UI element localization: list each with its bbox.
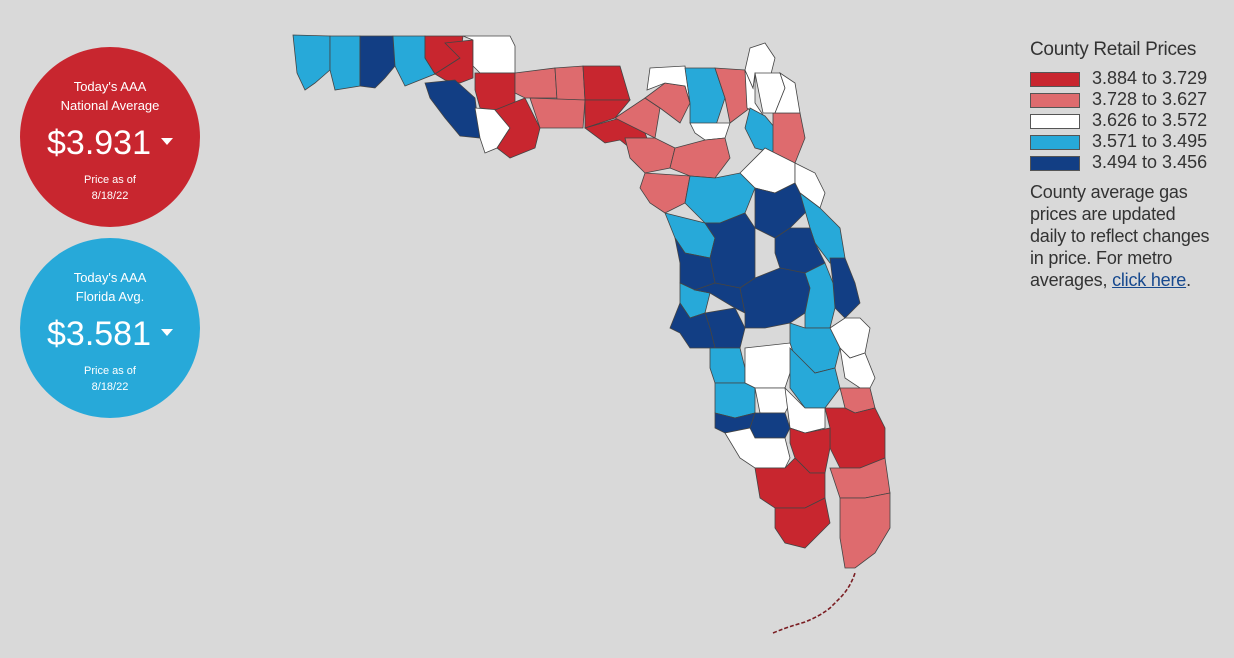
national-title-line2: National Average [60, 98, 160, 113]
caret-down-icon[interactable] [161, 137, 173, 145]
florida-price-date: Price as of 8/18/22 [20, 363, 200, 395]
price-legend: County Retail Prices 3.884 to 3.729 3.728… [1030, 38, 1230, 291]
county-region [804, 262, 836, 329]
legend-color-swatch [1030, 93, 1080, 108]
county-region [624, 137, 676, 174]
legend-range-item: 3.571 to 3.495 [1030, 131, 1230, 152]
florida-keys-coast [772, 572, 856, 634]
county-region [669, 137, 731, 179]
keys-coastline [772, 572, 856, 634]
county-region [714, 382, 756, 419]
legend-range-label: 3.571 to 3.495 [1092, 131, 1208, 151]
county-region [789, 347, 841, 409]
county-region [709, 347, 746, 384]
county-region [689, 122, 731, 141]
legend-desc-line: County average gas [1030, 182, 1188, 202]
county-region [529, 97, 586, 129]
legend-range-item: 3.494 to 3.456 [1030, 152, 1230, 173]
florida-county-map [292, 34, 891, 634]
national-asof-date: 8/18/22 [91, 190, 129, 202]
legend-desc-line: prices are updated [1030, 204, 1176, 224]
legend-ranges: 3.884 to 3.729 3.728 to 3.627 3.626 to 3.5… [1030, 68, 1230, 173]
florida-asof-label: Price as of [84, 365, 136, 377]
legend-range-label: 3.626 to 3.572 [1092, 110, 1208, 130]
county-region [639, 172, 691, 214]
legend-desc-line: daily to reflect changes [1030, 226, 1210, 246]
county-region [646, 65, 691, 104]
florida-asof-date: 8/18/22 [91, 381, 129, 393]
florida-title-line1: Today's AAA [73, 270, 147, 285]
county-region [744, 342, 796, 389]
legend-desc-line: averages, [1030, 270, 1108, 290]
florida-average-title: Today's AAA Florida Avg. [20, 268, 200, 306]
national-average-badge: Today's AAA National Average $3.931 Pric… [20, 47, 200, 227]
national-average-price: $3.931 [20, 123, 200, 163]
legend-desc-last-line: averages, click here. [1030, 269, 1230, 291]
legend-description: County average gas prices are updated da… [1030, 181, 1230, 291]
county-region [839, 346, 876, 389]
legend-desc-line: in price. For metro [1030, 248, 1173, 268]
county-region [744, 107, 776, 154]
county-region [714, 67, 751, 124]
legend-color-swatch [1030, 72, 1080, 87]
florida-average-price: $3.581 [20, 314, 200, 354]
county-region [824, 407, 886, 469]
florida-average-badge: Today's AAA Florida Avg. $3.581 Price as… [20, 238, 200, 418]
county-region [359, 35, 396, 89]
legend-color-swatch [1030, 135, 1080, 150]
national-asof-label: Price as of [84, 174, 136, 186]
legend-range-item: 3.728 to 3.627 [1030, 89, 1230, 110]
national-price-value: $3.931 [47, 124, 151, 162]
legend-range-item: 3.626 to 3.572 [1030, 110, 1230, 131]
national-average-title: Today's AAA National Average [20, 77, 200, 115]
county-region [774, 72, 801, 114]
county-region [424, 79, 481, 139]
legend-desc-period: . [1186, 270, 1191, 290]
legend-title: County Retail Prices [1030, 39, 1197, 60]
county-region [292, 34, 331, 91]
legend-range-label: 3.494 to 3.456 [1092, 152, 1208, 172]
county-region [754, 387, 791, 414]
county-region [554, 65, 586, 101]
county-region [494, 97, 541, 159]
legend-range-item: 3.884 to 3.729 [1030, 68, 1230, 89]
county-regions [292, 34, 891, 569]
national-title-line1: Today's AAA [73, 79, 147, 94]
florida-price-value: $3.581 [47, 315, 151, 353]
legend-color-swatch [1030, 156, 1080, 171]
county-region [582, 65, 631, 101]
national-price-date: Price as of 8/18/22 [20, 172, 200, 204]
legend-color-swatch [1030, 114, 1080, 129]
legend-range-label: 3.884 to 3.729 [1092, 68, 1208, 88]
county-region [514, 67, 558, 99]
caret-down-icon[interactable] [161, 328, 173, 336]
county-region [724, 427, 791, 469]
legend-range-label: 3.728 to 3.627 [1092, 89, 1208, 109]
county-region [329, 35, 361, 91]
county-region [774, 497, 831, 549]
county-region [839, 492, 891, 569]
metro-averages-link[interactable]: click here [1112, 270, 1187, 290]
florida-title-line2: Florida Avg. [75, 289, 145, 304]
county-region [614, 97, 661, 139]
county-region [754, 457, 826, 509]
county-region [749, 412, 791, 439]
